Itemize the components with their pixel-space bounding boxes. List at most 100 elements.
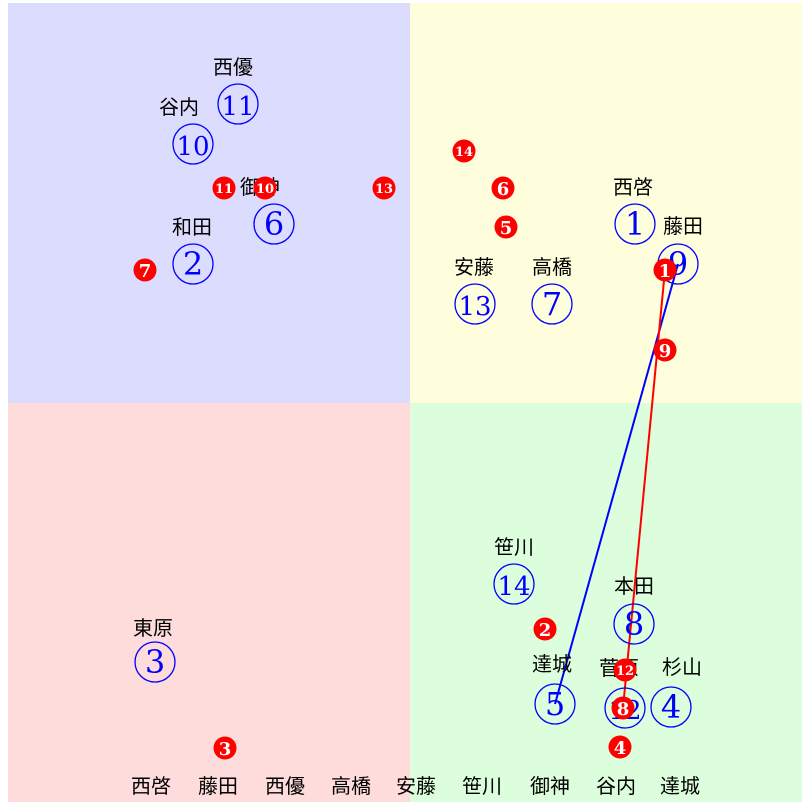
blue-marker-name: 笹川: [494, 535, 534, 559]
red-marker-dot: [491, 176, 515, 200]
red-marker-14: 14: [452, 139, 476, 163]
blue-marker-name: 高橋: [532, 255, 572, 279]
red-marker-number: 7: [139, 261, 152, 282]
blue-marker-number: 13: [458, 292, 491, 322]
red-marker-dot: [653, 258, 677, 282]
red-marker-number: 11: [215, 182, 233, 197]
blue-marker-number: 3: [145, 643, 165, 681]
red-marker-number: 12: [616, 664, 634, 679]
red-marker-number: 4: [614, 738, 627, 759]
blue-marker-number: 11: [221, 92, 254, 122]
blue-marker-number: 4: [661, 688, 681, 726]
blue-marker-ring: [534, 683, 576, 725]
red-marker-13: 13: [372, 176, 396, 200]
blue-marker-5: 5 達城: [532, 652, 576, 725]
blue-marker-13: 13 安藤: [454, 255, 496, 325]
blue-marker-name: 藤田: [663, 214, 703, 238]
blue-marker-number: 7: [542, 285, 562, 323]
bottom-label: 西優: [265, 774, 305, 798]
bottom-label: 藤田: [198, 774, 238, 798]
red-marker-dot: [212, 176, 236, 200]
red-marker-dot: [452, 139, 476, 163]
red-marker-number: 6: [497, 179, 510, 200]
blue-marker-ring: [172, 123, 214, 165]
red-marker-7: 7: [133, 258, 157, 282]
blue-marker-name: 和田: [172, 215, 212, 239]
quadrant-top-right: [410, 3, 802, 403]
red-marker-dot: [611, 696, 635, 720]
blue-marker-name: 杉山: [662, 655, 702, 679]
red-marker-dot: [372, 176, 396, 200]
blue-marker-number: 14: [497, 572, 530, 602]
bottom-label: 安藤: [396, 774, 436, 798]
blue-marker-ring: [454, 283, 496, 325]
red-marker-2: 2: [533, 617, 557, 641]
red-marker-number: 8: [617, 699, 630, 720]
blue-marker-ring: [613, 603, 655, 645]
blue-marker-name: 達城: [532, 652, 572, 676]
blue-path-line: [554, 263, 679, 705]
quadrant-bottom-left: [8, 403, 410, 802]
red-marker-number: 13: [375, 182, 393, 197]
blue-marker-ring: [493, 563, 535, 605]
red-marker-dot: [213, 736, 237, 760]
blue-marker-name: 東原: [133, 616, 173, 640]
red-marker-5: 5: [494, 215, 518, 239]
quadrant-top-left: [8, 3, 410, 403]
bottom-label: 谷内: [596, 774, 636, 798]
blue-marker-number: 6: [264, 205, 284, 243]
red-marker-dot: [533, 617, 557, 641]
blue-marker-name: 西啓: [613, 175, 653, 199]
red-marker-3: 3: [213, 736, 237, 760]
bottom-label: 笹川: [462, 774, 502, 798]
blue-marker-ring: [604, 687, 646, 729]
blue-marker-number: 1: [625, 205, 645, 243]
blue-marker-ring: [134, 641, 176, 683]
bottom-label-row: 西啓 藤田 西優 高橋 安藤 笹川 御神 谷内 達城: [131, 774, 700, 798]
blue-marker-4: 4 杉山: [650, 655, 702, 728]
red-marker-dot: [608, 735, 632, 759]
red-marker-dot: [613, 658, 637, 682]
red-marker-number: 5: [500, 218, 513, 239]
red-marker-dot: [653, 338, 677, 362]
bottom-label: 達城: [660, 774, 700, 798]
red-marker-dot: [253, 176, 277, 200]
bottom-label: 御神: [530, 774, 570, 798]
red-marker-1: 1: [653, 258, 677, 282]
blue-marker-8: 8 本田: [613, 574, 655, 645]
blue-marker-ring: [253, 203, 295, 245]
blue-marker-2: 2 和田: [172, 215, 214, 285]
red-marker-number: 10: [256, 182, 274, 197]
bottom-label: 高橋: [331, 774, 371, 798]
blue-marker-ring: [614, 203, 656, 245]
blue-marker-number: 8: [624, 605, 644, 643]
blue-marker-14: 14 笹川: [493, 535, 535, 605]
red-marker-number: 2: [539, 620, 552, 641]
blue-marker-name: 西優: [213, 55, 253, 79]
blue-marker-11: 11 西優: [213, 55, 259, 125]
quadrant-bottom-right: [410, 403, 802, 802]
red-marker-4: 4: [608, 735, 632, 759]
blue-marker-number: 5: [545, 685, 565, 723]
red-marker-number: 14: [455, 145, 473, 160]
blue-marker-number: 10: [176, 132, 209, 162]
red-marker-11: 11: [212, 176, 236, 200]
red-marker-6: 6: [491, 176, 515, 200]
red-marker-dot: [133, 258, 157, 282]
red-marker-12: 12: [613, 658, 637, 682]
red-marker-number: 3: [219, 739, 232, 760]
red-marker-dot: [494, 215, 518, 239]
blue-marker-name: 本田: [614, 574, 654, 598]
blue-marker-10: 10 谷内: [159, 95, 214, 165]
blue-marker-7: 7 高橋: [531, 255, 573, 325]
blue-marker-name: 安藤: [454, 255, 494, 279]
blue-marker-1: 1 西啓: [613, 175, 656, 245]
blue-marker-ring: [172, 243, 214, 285]
blue-marker-name: 谷内: [159, 95, 199, 119]
blue-marker-ring: [531, 283, 573, 325]
blue-marker-ring: [217, 83, 259, 125]
blue-marker-number: 2: [183, 245, 203, 283]
